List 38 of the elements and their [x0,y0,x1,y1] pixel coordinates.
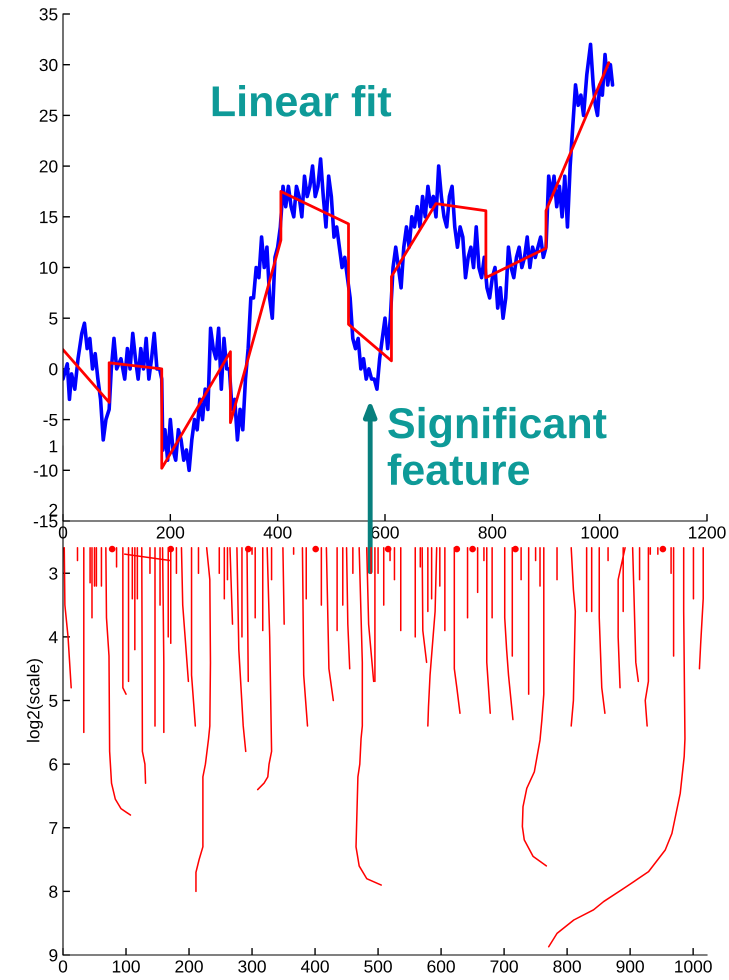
y-tick-label: 20 [40,160,58,173]
x-tick-label: 900 [616,960,644,973]
annotation: Significant feature [388,406,606,486]
x-tick-label: 1000 [675,960,712,973]
annotation: Linear fit [212,84,392,117]
x-tick-label: 100 [112,960,140,973]
x-tick-label: 200 [156,526,184,539]
x-tick-label: 1000 [582,526,618,539]
x-tick-label: 700 [490,960,518,973]
x-tick-label: 0 [58,960,68,973]
y-tick-label: 6 [49,758,58,771]
y-axis-title: log2(scale) [26,659,43,742]
x-tick-label: 200 [175,960,203,973]
x-tick-label: 1200 [689,526,726,539]
x-tick-label: 300 [238,960,266,973]
y-tick-label: 15 [40,211,58,224]
y-tick-label: -10 [34,464,58,477]
y-tick-label: 35 [39,8,58,20]
y-tick-label: 5 [49,694,58,707]
y-tick-label: 7 [49,822,58,834]
x-tick-label: 400 [300,960,329,973]
x-tick-label: 500 [364,960,392,973]
y-tick-label: 9 [49,949,58,962]
y-tick-label: 1 [50,440,58,452]
y-tick-label: 0 [49,363,58,376]
y-tick-label: 10 [40,262,58,274]
y-tick-label: 4 [48,631,58,644]
x-tick-label: 600 [427,960,455,973]
y-tick-label: -15 [34,515,58,528]
y-tick-label: 3 [49,567,58,580]
y-tick-label: 30 [39,58,58,72]
x-tick-label: 400 [264,526,292,539]
y-tick-label: 25 [40,110,58,122]
x-tick-label: 800 [478,526,506,539]
y-tick-label: 5 [49,312,58,325]
x-tick-label: 800 [553,960,581,973]
y-tick-label: -5 [43,414,58,426]
y-tick-label: 8 [49,886,58,898]
